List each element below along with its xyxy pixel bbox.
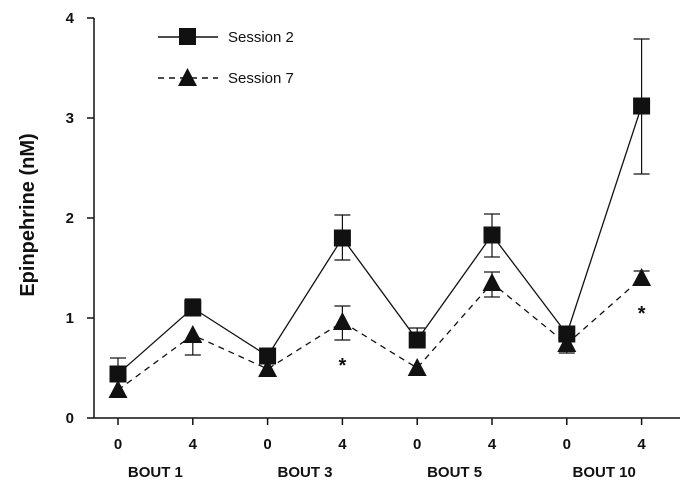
x-tick-label: 4 (488, 436, 497, 453)
series-session-2 (109, 38, 651, 383)
data-point-triangle (258, 359, 278, 377)
x-tick-label: 0 (563, 436, 571, 453)
data-point-triangle (407, 358, 427, 376)
y-tick-label: 0 (66, 410, 74, 427)
data-point-square (109, 365, 127, 383)
series-line (117, 105, 643, 375)
significance-asterisk: * (638, 303, 646, 325)
data-point-triangle (183, 325, 203, 343)
data-point-square (184, 299, 202, 317)
x-group-label: BOUT 5 (427, 464, 482, 481)
series-line (117, 277, 643, 391)
y-tick-label: 4 (66, 10, 75, 27)
legend: Session 2 Session 7 (158, 28, 294, 87)
data-point-triangle (557, 334, 577, 352)
data-point-square (333, 229, 351, 247)
data-point-triangle (482, 273, 502, 291)
legend-label-session-7: Session 7 (228, 70, 294, 87)
x-tick-label: 4 (338, 436, 347, 453)
x-tick-label: 4 (189, 436, 198, 453)
data-point-square (483, 226, 501, 244)
series-layer (108, 38, 652, 398)
tick-labels: 0 1 2 3 4 0 4 0 4 0 4 0 4 BOUT 1 BOUT 3 BOUT 5 BOUT 10 (66, 10, 647, 481)
data-point-triangle (632, 268, 652, 286)
data-point-triangle (332, 312, 352, 330)
axes (87, 17, 680, 425)
data-point-square (408, 331, 426, 349)
y-tick-label: 3 (66, 110, 74, 127)
y-tick-label: 1 (66, 310, 74, 327)
x-tick-label: 0 (114, 436, 122, 453)
x-tick-label: 0 (263, 436, 271, 453)
significance-asterisk: * (339, 355, 347, 377)
x-group-label: BOUT 3 (277, 464, 332, 481)
annotations: ** (339, 303, 646, 377)
series-session-7 (108, 268, 652, 398)
legend-triangle-marker (178, 68, 197, 86)
legend-square-marker (179, 28, 196, 45)
x-group-label: BOUT 10 (573, 464, 636, 481)
x-tick-label: 0 (413, 436, 421, 453)
data-point-square (259, 347, 277, 365)
x-tick-label: 4 (637, 436, 646, 453)
data-point-triangle (108, 380, 128, 398)
legend-label-session-2: Session 2 (228, 29, 294, 46)
data-point-square (633, 97, 651, 115)
y-axis-label: Epinpehrine (nM) (17, 133, 39, 296)
x-group-label: BOUT 1 (128, 464, 183, 481)
y-tick-label: 2 (66, 210, 74, 227)
